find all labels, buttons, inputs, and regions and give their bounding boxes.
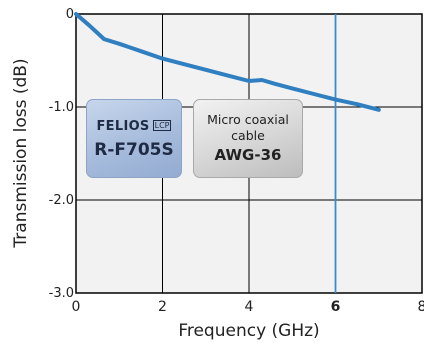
coax-label-box: Micro coaxial cable AWG-36 (193, 99, 303, 178)
felios-brand: FELIOS LCP (87, 119, 181, 134)
coax-label-line1: Micro coaxial (207, 112, 289, 127)
felios-model: R-F705S (94, 140, 174, 160)
felios-lcp-tag: LCP (152, 120, 172, 131)
x-tick-label: 6 (331, 299, 341, 315)
x-tick-label: 4 (245, 299, 254, 315)
x-tick-label: 2 (158, 299, 167, 315)
coax-label-line2: cable (231, 128, 265, 143)
y-tick-label: 0 (66, 7, 74, 22)
coax-label-line3: AWG-36 (214, 146, 282, 164)
x-tick-label: 8 (418, 299, 424, 315)
x-tick-labels: 0 2 4 6 8 (72, 299, 424, 315)
x-tick-label: 0 (72, 299, 81, 315)
y-tick-label: -2.0 (49, 193, 74, 208)
y-axis-title: Transmission loss (dB) (11, 58, 31, 248)
x-axis-title: Frequency (GHz) (178, 321, 319, 341)
y-tick-labels: 0 -1.0 -2.0 -3.0 (49, 7, 74, 301)
series-line-0 (74, 12, 381, 112)
felios-brand-name: FELIOS (96, 119, 150, 134)
y-tick-label: -3.0 (49, 286, 74, 301)
felios-label-box: FELIOS LCP R-F705S (86, 99, 182, 178)
y-tick-label: -1.0 (49, 100, 74, 115)
series-layer (74, 12, 381, 112)
